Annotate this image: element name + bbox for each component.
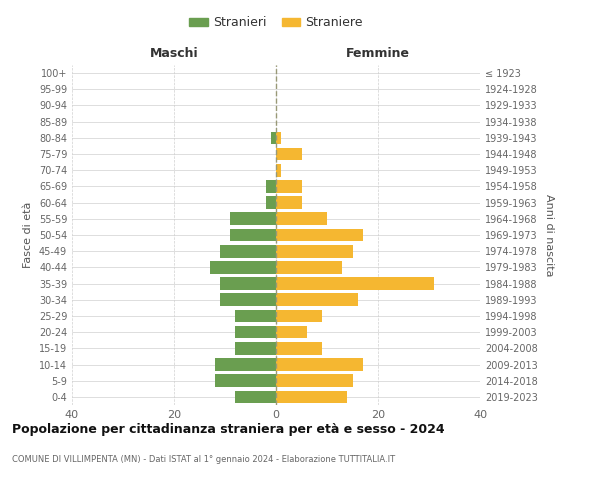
Bar bbox=[276, 164, 281, 176]
Legend: Stranieri, Straniere: Stranieri, Straniere bbox=[184, 11, 368, 34]
Bar bbox=[235, 390, 276, 403]
Bar bbox=[266, 196, 276, 209]
Text: Femmine: Femmine bbox=[346, 47, 410, 60]
Text: Maschi: Maschi bbox=[149, 47, 199, 60]
Bar bbox=[276, 294, 358, 306]
Bar bbox=[276, 228, 362, 241]
Bar bbox=[220, 278, 276, 290]
Bar bbox=[276, 310, 322, 322]
Bar bbox=[276, 196, 302, 209]
Text: COMUNE DI VILLIMPENTA (MN) - Dati ISTAT al 1° gennaio 2024 - Elaborazione TUTTIT: COMUNE DI VILLIMPENTA (MN) - Dati ISTAT … bbox=[12, 455, 395, 464]
Bar bbox=[215, 374, 276, 387]
Y-axis label: Fasce di età: Fasce di età bbox=[23, 202, 33, 268]
Bar bbox=[276, 212, 327, 225]
Bar bbox=[276, 326, 307, 338]
Bar bbox=[276, 342, 322, 354]
Bar bbox=[235, 326, 276, 338]
Y-axis label: Anni di nascita: Anni di nascita bbox=[544, 194, 554, 276]
Text: Popolazione per cittadinanza straniera per età e sesso - 2024: Popolazione per cittadinanza straniera p… bbox=[12, 422, 445, 436]
Bar bbox=[276, 132, 281, 144]
Bar bbox=[276, 390, 347, 403]
Bar bbox=[235, 310, 276, 322]
Bar bbox=[230, 228, 276, 241]
Bar bbox=[235, 342, 276, 354]
Bar bbox=[220, 245, 276, 258]
Bar bbox=[276, 245, 353, 258]
Bar bbox=[276, 261, 342, 274]
Bar bbox=[276, 180, 302, 192]
Bar bbox=[210, 261, 276, 274]
Bar bbox=[276, 148, 302, 160]
Bar bbox=[276, 374, 353, 387]
Bar bbox=[276, 278, 434, 290]
Bar bbox=[276, 358, 362, 371]
Bar bbox=[271, 132, 276, 144]
Bar bbox=[215, 358, 276, 371]
Bar bbox=[266, 180, 276, 192]
Bar bbox=[230, 212, 276, 225]
Bar bbox=[220, 294, 276, 306]
